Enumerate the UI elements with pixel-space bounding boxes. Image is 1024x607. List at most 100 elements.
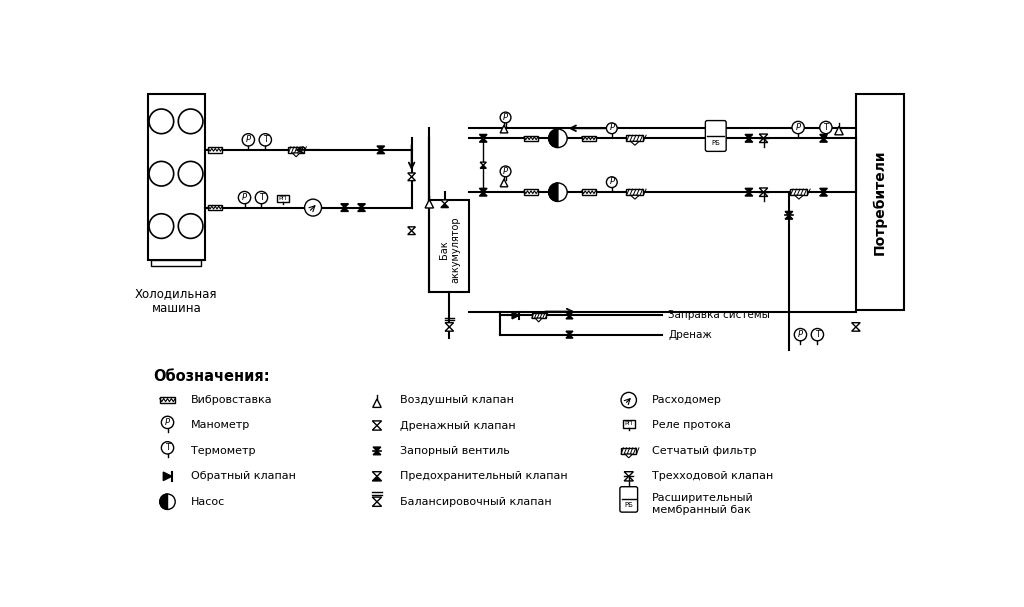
Circle shape	[819, 121, 833, 134]
Text: Трехходовой клапан: Трехходовой клапан	[652, 471, 773, 481]
Polygon shape	[373, 497, 382, 502]
Polygon shape	[377, 146, 385, 150]
Text: Вибровставка: Вибровставка	[190, 395, 272, 405]
Text: Воздушный клапан: Воздушный клапан	[400, 395, 514, 405]
Polygon shape	[819, 138, 827, 142]
Text: РП: РП	[625, 421, 633, 427]
Polygon shape	[445, 327, 454, 331]
FancyBboxPatch shape	[706, 121, 726, 151]
Polygon shape	[745, 134, 753, 138]
FancyBboxPatch shape	[620, 487, 638, 512]
Polygon shape	[479, 138, 487, 142]
Polygon shape	[408, 231, 416, 234]
Polygon shape	[759, 192, 768, 197]
Polygon shape	[512, 312, 519, 319]
Wedge shape	[549, 183, 558, 202]
Polygon shape	[292, 153, 300, 157]
Circle shape	[549, 129, 567, 148]
Polygon shape	[852, 327, 860, 331]
Polygon shape	[536, 318, 542, 322]
Polygon shape	[819, 134, 827, 138]
Bar	[627, 189, 643, 195]
Polygon shape	[373, 472, 382, 476]
Polygon shape	[819, 192, 827, 196]
Polygon shape	[341, 204, 348, 208]
Text: Запорный вентиль: Запорный вентиль	[400, 446, 510, 456]
Polygon shape	[852, 323, 860, 327]
Circle shape	[811, 328, 823, 341]
Polygon shape	[408, 173, 416, 177]
Bar	[791, 189, 807, 195]
Polygon shape	[373, 451, 381, 455]
Bar	[278, 195, 289, 202]
Text: P: P	[246, 135, 251, 144]
Bar	[582, 135, 596, 141]
Polygon shape	[479, 188, 487, 192]
Circle shape	[160, 494, 175, 509]
Bar	[582, 189, 596, 195]
Circle shape	[304, 199, 322, 216]
Text: Обратный клапан: Обратный клапан	[190, 471, 296, 481]
Bar	[208, 205, 222, 210]
Text: P: P	[609, 177, 614, 186]
Polygon shape	[566, 312, 572, 316]
Polygon shape	[566, 334, 572, 338]
Polygon shape	[441, 200, 449, 204]
Text: Предохранительный клапан: Предохранительный клапан	[400, 471, 567, 481]
Bar	[856, 95, 903, 310]
Text: Бак
аккумулятор: Бак аккумулятор	[438, 217, 460, 283]
Bar	[160, 397, 175, 403]
Text: Реле протока: Реле протока	[652, 421, 731, 430]
Text: P: P	[242, 192, 247, 202]
Polygon shape	[625, 454, 633, 458]
Bar	[147, 95, 205, 260]
Bar	[621, 448, 637, 454]
Text: P: P	[796, 123, 801, 132]
Polygon shape	[500, 179, 508, 187]
Circle shape	[178, 161, 203, 186]
Polygon shape	[480, 165, 486, 168]
Text: T: T	[259, 192, 264, 202]
Polygon shape	[357, 204, 366, 208]
Text: P: P	[165, 418, 170, 427]
Polygon shape	[479, 134, 487, 138]
Polygon shape	[785, 215, 793, 219]
Text: Дренаж: Дренаж	[668, 330, 712, 340]
Text: Термометр: Термометр	[190, 446, 255, 456]
Text: Расширительный
мембранный бак: Расширительный мембранный бак	[652, 493, 754, 515]
Polygon shape	[759, 138, 768, 143]
Circle shape	[500, 112, 511, 123]
Text: P: P	[798, 330, 803, 339]
Circle shape	[162, 442, 174, 454]
Circle shape	[178, 214, 203, 239]
Polygon shape	[373, 447, 381, 451]
Polygon shape	[479, 192, 487, 196]
Text: P: P	[609, 123, 614, 132]
Text: T: T	[823, 123, 828, 132]
Text: Заправка системы: Заправка системы	[668, 310, 770, 320]
Polygon shape	[408, 177, 416, 181]
Bar	[289, 147, 304, 153]
Text: РБ: РБ	[625, 502, 633, 508]
Circle shape	[150, 109, 174, 134]
Text: РБ: РБ	[712, 140, 720, 146]
Circle shape	[792, 121, 804, 134]
Polygon shape	[759, 134, 768, 138]
Text: P: P	[503, 166, 508, 175]
Polygon shape	[785, 211, 793, 215]
Text: Обозначения:: Обозначения:	[154, 369, 270, 384]
Polygon shape	[373, 502, 382, 506]
Polygon shape	[377, 150, 385, 154]
Polygon shape	[566, 316, 572, 319]
Text: Манометр: Манометр	[190, 421, 250, 430]
Bar	[524, 135, 538, 141]
Polygon shape	[480, 162, 486, 165]
Text: Насос: Насос	[190, 497, 225, 507]
Text: Балансировочный клапан: Балансировочный клапан	[400, 497, 552, 507]
Circle shape	[621, 392, 637, 408]
Bar	[627, 135, 643, 141]
Polygon shape	[745, 138, 753, 142]
Text: T: T	[815, 330, 820, 339]
Polygon shape	[441, 204, 449, 208]
Text: T: T	[165, 443, 170, 452]
